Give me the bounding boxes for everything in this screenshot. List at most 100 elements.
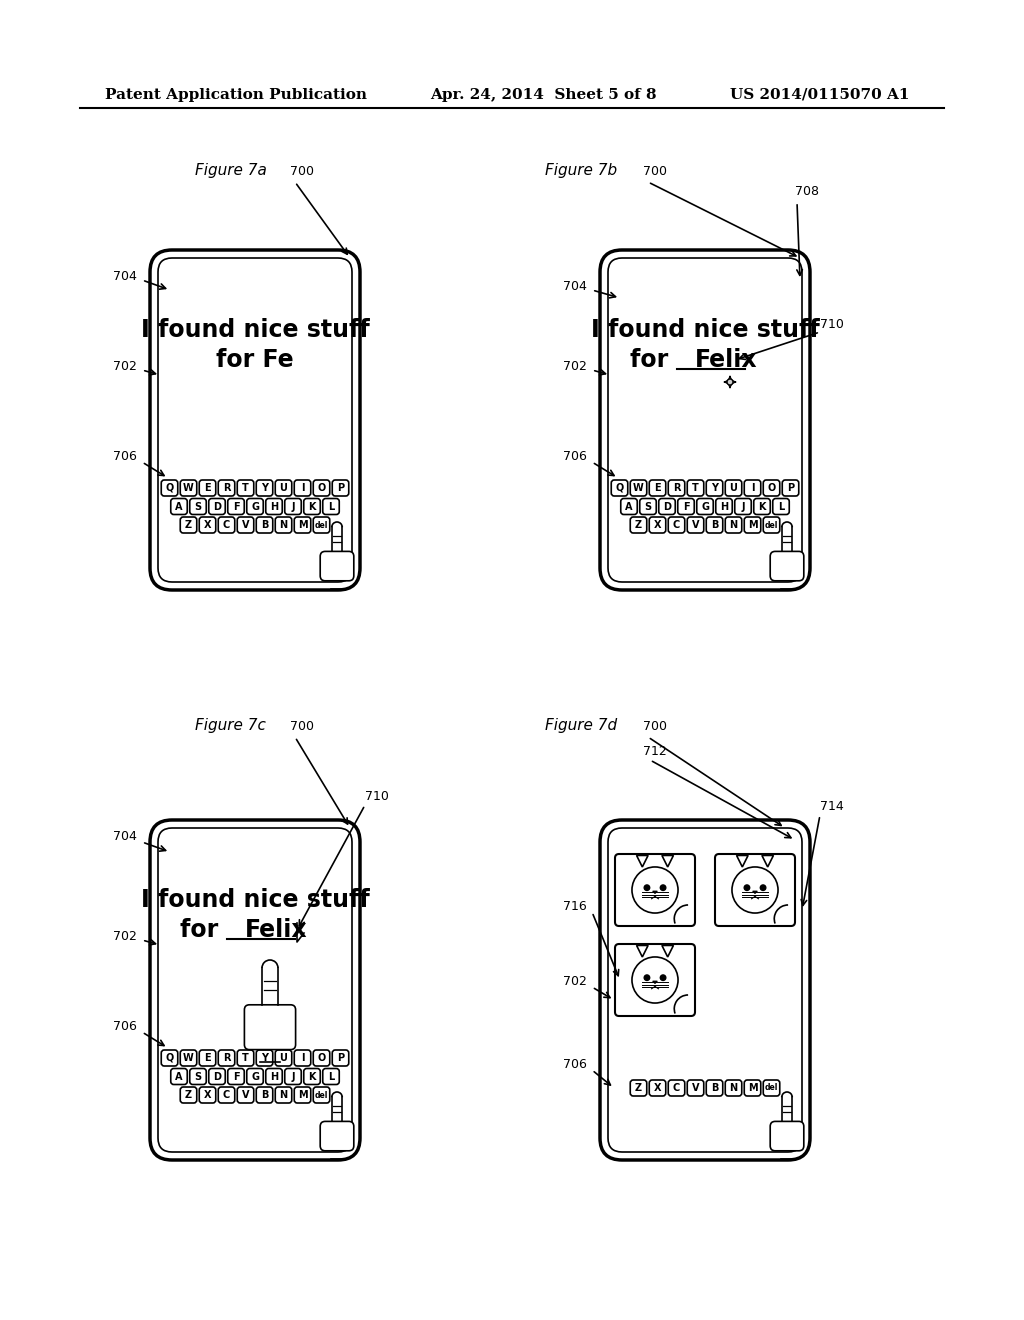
FancyBboxPatch shape (649, 480, 666, 496)
Text: R: R (223, 1053, 230, 1063)
Text: 702: 702 (113, 360, 137, 374)
Polygon shape (637, 855, 648, 867)
Text: for Fe: for Fe (216, 348, 294, 372)
Polygon shape (762, 855, 773, 867)
FancyBboxPatch shape (238, 1049, 254, 1067)
Text: del: del (314, 520, 328, 529)
Text: B: B (261, 520, 268, 531)
FancyBboxPatch shape (763, 480, 779, 496)
FancyBboxPatch shape (770, 552, 804, 581)
Text: del: del (765, 520, 778, 529)
Text: F: F (683, 502, 689, 511)
Text: I: I (301, 483, 304, 492)
Text: Patent Application Publication: Patent Application Publication (105, 88, 367, 102)
FancyBboxPatch shape (313, 480, 330, 496)
Text: J: J (291, 1072, 295, 1081)
Text: Q: Q (165, 1053, 174, 1063)
FancyBboxPatch shape (158, 828, 352, 1152)
Text: O: O (317, 1053, 326, 1063)
Text: X: X (204, 520, 211, 531)
FancyBboxPatch shape (744, 517, 761, 533)
FancyBboxPatch shape (313, 1049, 330, 1067)
FancyBboxPatch shape (227, 499, 245, 515)
FancyBboxPatch shape (763, 517, 779, 533)
Text: T: T (242, 1053, 249, 1063)
Circle shape (632, 867, 678, 913)
FancyBboxPatch shape (294, 1086, 310, 1104)
FancyBboxPatch shape (227, 1068, 245, 1085)
FancyBboxPatch shape (150, 249, 360, 590)
FancyBboxPatch shape (256, 1049, 272, 1067)
Text: B: B (261, 1090, 268, 1100)
Text: M: M (748, 520, 758, 531)
Text: Figure 7a: Figure 7a (195, 162, 267, 178)
Text: Figure 7c: Figure 7c (195, 718, 266, 733)
FancyBboxPatch shape (304, 1068, 321, 1085)
FancyBboxPatch shape (332, 1049, 349, 1067)
FancyBboxPatch shape (200, 1086, 216, 1104)
FancyBboxPatch shape (321, 1122, 354, 1151)
FancyBboxPatch shape (323, 1068, 339, 1085)
Text: V: V (692, 1082, 699, 1093)
FancyBboxPatch shape (640, 499, 656, 515)
FancyBboxPatch shape (332, 480, 349, 496)
Text: 704: 704 (563, 280, 587, 293)
Text: U: U (280, 483, 288, 492)
FancyBboxPatch shape (209, 499, 225, 515)
Text: A: A (626, 502, 633, 511)
Text: Y: Y (261, 1053, 268, 1063)
Text: Apr. 24, 2014  Sheet 5 of 8: Apr. 24, 2014 Sheet 5 of 8 (430, 88, 656, 102)
Text: B: B (711, 520, 718, 531)
Polygon shape (753, 891, 758, 894)
FancyBboxPatch shape (615, 854, 695, 927)
Circle shape (744, 884, 750, 891)
Circle shape (760, 884, 766, 891)
Text: P: P (337, 1053, 344, 1063)
Text: C: C (223, 1090, 230, 1100)
Text: 702: 702 (563, 975, 587, 987)
Text: H: H (270, 1072, 279, 1081)
Circle shape (644, 884, 649, 891)
FancyBboxPatch shape (285, 1068, 301, 1085)
FancyBboxPatch shape (294, 517, 310, 533)
Text: del: del (765, 1084, 778, 1093)
FancyBboxPatch shape (782, 480, 799, 496)
FancyBboxPatch shape (200, 1049, 216, 1067)
FancyBboxPatch shape (285, 499, 301, 515)
FancyBboxPatch shape (161, 1049, 178, 1067)
Text: I found nice stuff: I found nice stuff (140, 888, 370, 912)
FancyBboxPatch shape (180, 517, 197, 533)
Text: Q: Q (165, 483, 174, 492)
FancyBboxPatch shape (209, 1068, 225, 1085)
Text: D: D (663, 502, 671, 511)
FancyBboxPatch shape (754, 499, 770, 515)
Text: C: C (673, 520, 680, 531)
FancyBboxPatch shape (247, 499, 263, 515)
Polygon shape (637, 945, 648, 957)
Text: 706: 706 (563, 450, 587, 463)
Text: E: E (654, 483, 660, 492)
FancyBboxPatch shape (763, 1080, 779, 1096)
Text: N: N (280, 520, 288, 531)
FancyBboxPatch shape (180, 1049, 197, 1067)
Text: R: R (223, 483, 230, 492)
FancyBboxPatch shape (321, 552, 354, 581)
FancyBboxPatch shape (238, 517, 254, 533)
FancyBboxPatch shape (649, 1080, 666, 1096)
Text: X: X (653, 520, 662, 531)
FancyBboxPatch shape (615, 944, 695, 1016)
FancyBboxPatch shape (630, 480, 647, 496)
Text: Q: Q (615, 483, 624, 492)
FancyBboxPatch shape (621, 499, 637, 515)
FancyBboxPatch shape (744, 480, 761, 496)
Text: del: del (314, 1090, 328, 1100)
Text: B: B (711, 1082, 718, 1093)
FancyBboxPatch shape (218, 1049, 234, 1067)
FancyBboxPatch shape (189, 499, 206, 515)
FancyBboxPatch shape (313, 517, 330, 533)
FancyBboxPatch shape (611, 480, 628, 496)
Text: for: for (631, 348, 677, 372)
FancyBboxPatch shape (180, 1086, 197, 1104)
Text: X: X (204, 1090, 211, 1100)
FancyBboxPatch shape (161, 480, 178, 496)
